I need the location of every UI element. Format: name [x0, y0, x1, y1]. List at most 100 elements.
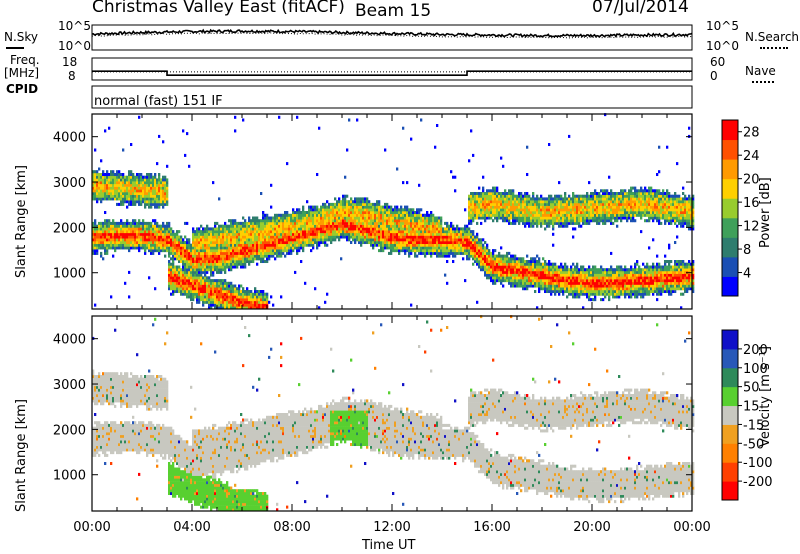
- power-cell: [150, 235, 153, 239]
- power-cell: [484, 194, 487, 198]
- power-cell: [272, 216, 275, 220]
- power-cell: [114, 186, 117, 190]
- power-cell: [410, 238, 413, 242]
- power-cell: [550, 265, 553, 269]
- power-cell: [100, 230, 103, 234]
- power-cell: [344, 230, 347, 234]
- power-cell: [384, 227, 387, 231]
- power-cell: [432, 224, 435, 228]
- power-cell: [574, 284, 577, 288]
- power-cell: [306, 200, 309, 204]
- power-cell: [172, 254, 175, 258]
- power-cell: [394, 235, 397, 239]
- power-cell: [238, 298, 241, 302]
- power-cell: [352, 221, 355, 225]
- power-cell: [178, 290, 181, 294]
- power-cell: [258, 254, 261, 258]
- power-cell: [388, 243, 391, 247]
- power-cell: [308, 241, 311, 245]
- power-cell: [536, 268, 539, 272]
- power-cell: [222, 257, 225, 261]
- power-cell: [104, 181, 107, 185]
- power-cell: [102, 230, 105, 234]
- power-cell: [360, 224, 363, 228]
- power-cell: [232, 284, 235, 288]
- power-cell: [258, 230, 261, 234]
- power-cell: [166, 241, 169, 245]
- power-cell: [358, 205, 361, 209]
- power-cell: [384, 243, 387, 247]
- power-cell: [520, 268, 523, 272]
- power-cell: [172, 262, 175, 266]
- power-cell: [196, 241, 199, 245]
- power-cell: [194, 238, 197, 242]
- power-cell: [454, 235, 457, 239]
- power-cell: [212, 227, 215, 231]
- power-cell: [220, 306, 223, 310]
- power-cell: [162, 194, 165, 198]
- power-cell: [286, 249, 289, 253]
- power-cell: [156, 224, 159, 228]
- power-cell: [370, 219, 373, 223]
- power-cell: [122, 243, 125, 247]
- power-cell: [106, 170, 109, 174]
- power-cell: [526, 265, 529, 269]
- power-cell: [534, 216, 537, 220]
- power-cell: [478, 238, 481, 242]
- power-cell: [478, 265, 481, 269]
- power-cell: [198, 246, 201, 250]
- power-cell: [94, 175, 97, 179]
- power-cell: [94, 232, 97, 236]
- power-cell: [446, 281, 449, 285]
- power-cell: [558, 224, 561, 228]
- power-cell: [474, 205, 477, 209]
- power-cell: [324, 232, 327, 236]
- power-cell: [410, 216, 413, 220]
- power-cell: [510, 268, 513, 272]
- power-cell: [316, 213, 319, 217]
- power-cell: [104, 219, 107, 223]
- power-cell: [480, 202, 483, 206]
- power-cell: [540, 221, 543, 225]
- power-cell: [442, 254, 445, 258]
- power-cell: [404, 235, 407, 239]
- power-cell: [262, 303, 265, 307]
- power-cell: [214, 230, 217, 234]
- power-cell: [326, 216, 329, 220]
- power-cell: [176, 279, 179, 283]
- power-cell: [282, 232, 285, 236]
- power-cell: [310, 213, 313, 217]
- power-cell: [312, 246, 315, 250]
- power-cell: [454, 175, 457, 179]
- power-cell: [536, 202, 539, 206]
- power-cell: [160, 224, 163, 228]
- power-cell: [256, 300, 259, 304]
- power-cell: [406, 230, 409, 234]
- power-cell: [174, 279, 177, 283]
- power-cell: [296, 216, 299, 220]
- power-cell: [474, 251, 477, 255]
- power-cell: [182, 262, 185, 266]
- power-cell: [366, 227, 369, 231]
- power-cell: [324, 235, 327, 239]
- power-cell: [214, 251, 217, 255]
- power-cell: [204, 276, 207, 280]
- power-cell: [524, 219, 527, 223]
- power-cell: [474, 254, 477, 258]
- power-cell: [216, 221, 219, 225]
- power-cell: [456, 238, 459, 242]
- power-cell: [526, 268, 529, 272]
- power-cell: [94, 148, 97, 152]
- power-cell: [248, 251, 251, 255]
- power-cell: [542, 265, 545, 269]
- power-cell: [430, 254, 433, 258]
- power-cell: [442, 251, 445, 255]
- power-cell: [454, 251, 457, 255]
- power-cell: [434, 224, 437, 228]
- power-cell: [492, 205, 495, 209]
- power-cell: [430, 213, 433, 217]
- power-cell: [140, 232, 143, 236]
- power-cell: [106, 197, 109, 201]
- power-cell: [230, 227, 233, 231]
- power-cell: [250, 224, 253, 228]
